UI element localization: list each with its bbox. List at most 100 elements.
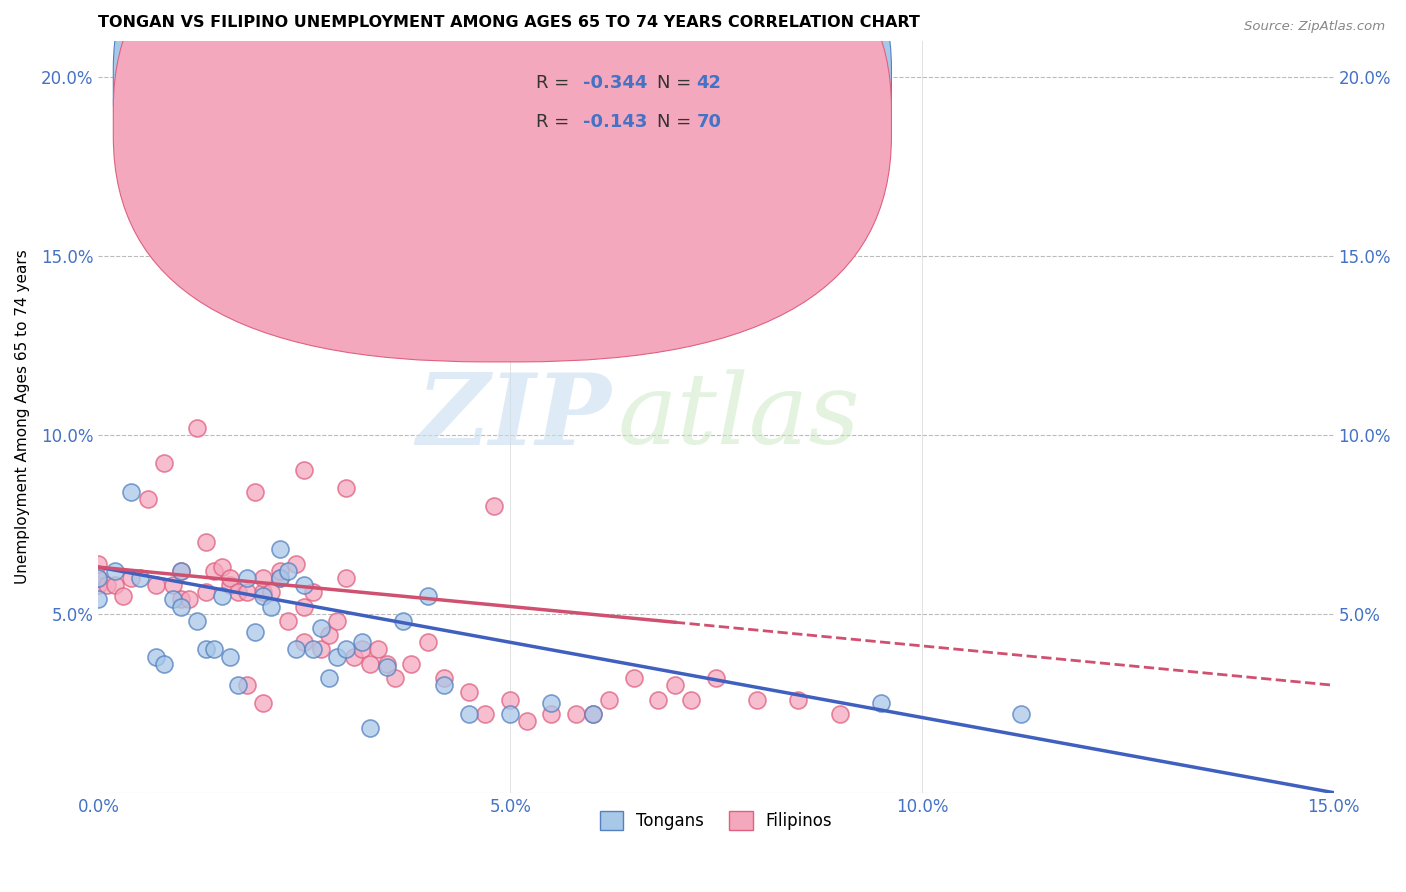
Point — [219, 571, 242, 585]
Point — [252, 571, 274, 585]
Point — [285, 557, 308, 571]
Text: Source: ZipAtlas.com: Source: ZipAtlas.com — [1244, 20, 1385, 33]
Point — [367, 642, 389, 657]
Text: N =: N = — [657, 74, 697, 92]
Point — [540, 706, 562, 721]
Y-axis label: Unemployment Among Ages 65 to 74 years: Unemployment Among Ages 65 to 74 years — [15, 250, 30, 584]
Point — [153, 456, 176, 470]
Point — [219, 578, 242, 592]
Point — [235, 678, 257, 692]
Text: R =: R = — [536, 74, 575, 92]
Point — [318, 671, 340, 685]
Point — [87, 571, 110, 585]
Point — [581, 706, 603, 721]
Point — [235, 571, 257, 585]
Point — [277, 614, 299, 628]
Point — [170, 564, 193, 578]
Point — [170, 592, 193, 607]
Point — [162, 578, 184, 592]
Point — [499, 692, 522, 706]
Point — [401, 657, 423, 671]
Text: -0.143: -0.143 — [582, 113, 647, 131]
Point — [540, 696, 562, 710]
FancyBboxPatch shape — [114, 0, 891, 323]
Point — [433, 678, 456, 692]
Text: R =: R = — [536, 113, 575, 131]
Point — [375, 660, 398, 674]
Point — [211, 589, 233, 603]
Point — [292, 578, 315, 592]
Point — [277, 564, 299, 578]
Point — [681, 692, 703, 706]
Legend: Tongans, Filipinos: Tongans, Filipinos — [593, 805, 839, 837]
Point — [458, 706, 481, 721]
Point — [269, 571, 291, 585]
Point — [194, 642, 217, 657]
Point — [482, 500, 505, 514]
Point — [869, 696, 891, 710]
Point — [202, 642, 225, 657]
Point — [647, 692, 669, 706]
Point — [292, 599, 315, 614]
Point — [87, 578, 110, 592]
Text: 70: 70 — [696, 113, 721, 131]
Point — [269, 564, 291, 578]
Point — [343, 649, 366, 664]
Point — [623, 671, 645, 685]
Point — [704, 671, 727, 685]
Point — [350, 635, 373, 649]
Point — [186, 420, 208, 434]
Point — [433, 671, 456, 685]
Point — [598, 692, 620, 706]
Point — [301, 585, 323, 599]
Point — [104, 564, 127, 578]
Point — [260, 599, 283, 614]
Point — [359, 657, 381, 671]
Point — [384, 671, 406, 685]
Point — [359, 721, 381, 735]
Point — [335, 571, 357, 585]
Point — [136, 492, 159, 507]
Point — [228, 585, 250, 599]
Point — [87, 571, 110, 585]
Point — [516, 714, 538, 728]
Point — [194, 535, 217, 549]
Point — [252, 589, 274, 603]
Point — [269, 571, 291, 585]
Point — [228, 678, 250, 692]
Point — [194, 585, 217, 599]
Point — [269, 542, 291, 557]
Point — [392, 614, 415, 628]
Point — [335, 642, 357, 657]
Point — [219, 649, 242, 664]
Point — [1010, 706, 1032, 721]
Point — [186, 614, 208, 628]
Text: ZIP: ZIP — [416, 368, 612, 465]
Point — [309, 642, 332, 657]
Point — [177, 592, 200, 607]
Point — [416, 635, 439, 649]
Point — [120, 571, 142, 585]
Text: -0.344: -0.344 — [582, 74, 647, 92]
Text: 42: 42 — [696, 74, 721, 92]
Point — [252, 585, 274, 599]
Point — [153, 657, 176, 671]
Point — [145, 649, 167, 664]
Point — [499, 706, 522, 721]
Point — [145, 578, 167, 592]
Point — [292, 635, 315, 649]
FancyBboxPatch shape — [465, 52, 793, 153]
Point — [87, 592, 110, 607]
Point — [211, 560, 233, 574]
Point — [260, 585, 283, 599]
Point — [252, 696, 274, 710]
Point — [243, 624, 266, 639]
Point — [301, 642, 323, 657]
Point — [243, 485, 266, 500]
Point — [87, 557, 110, 571]
Point — [309, 621, 332, 635]
Point — [162, 592, 184, 607]
Text: TONGAN VS FILIPINO UNEMPLOYMENT AMONG AGES 65 TO 74 YEARS CORRELATION CHART: TONGAN VS FILIPINO UNEMPLOYMENT AMONG AG… — [98, 15, 921, 30]
Point — [170, 599, 193, 614]
Point — [285, 642, 308, 657]
